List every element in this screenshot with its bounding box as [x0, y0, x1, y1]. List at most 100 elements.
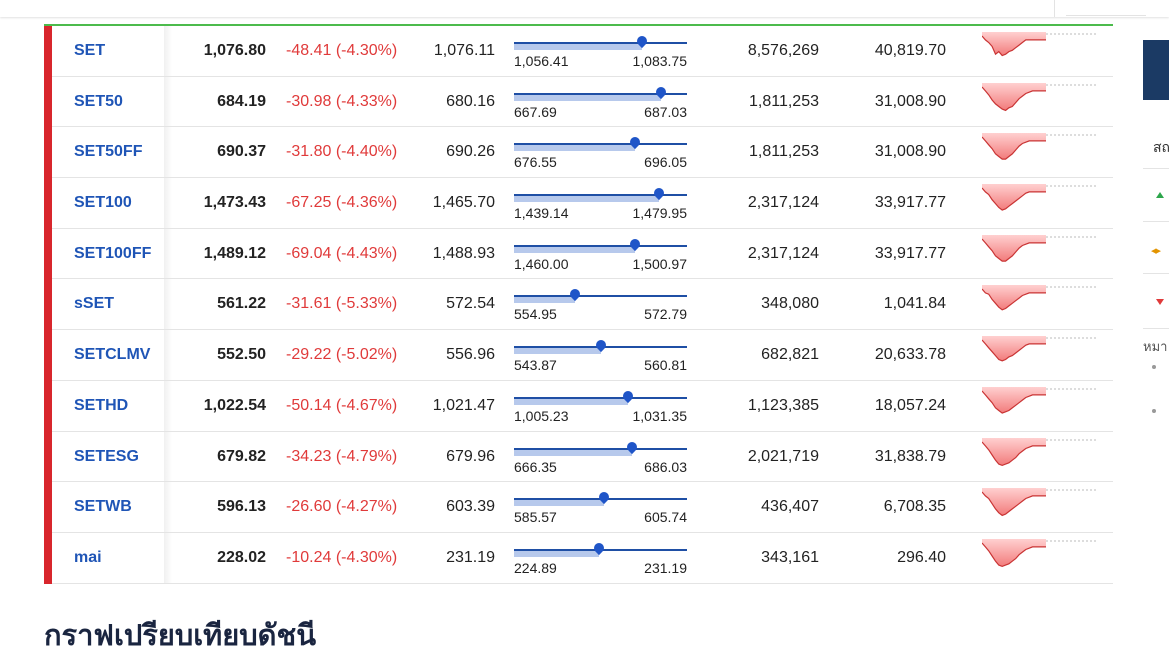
day-range-bar: 666.35 686.03 — [514, 439, 687, 478]
sparkline-line — [982, 136, 1046, 161]
volume: 2,317,124 — [747, 244, 819, 262]
range-fill — [514, 94, 662, 101]
row-accent-bar — [44, 482, 52, 533]
index-name-link[interactable]: SETHD — [74, 396, 129, 414]
sparkline-chart[interactable] — [982, 488, 1096, 522]
sparkline-chart[interactable] — [982, 437, 1096, 472]
day-range-bar: 224.89 231.19 — [514, 540, 687, 579]
sparkline-area — [982, 133, 1046, 160]
day-range-bar: 676.55 696.05 — [514, 135, 687, 173]
day-high: 1,083.75 — [632, 53, 688, 69]
index-name-link[interactable]: SET50 — [74, 92, 123, 110]
day-range-bar: 1,005.23 1,031.35 — [514, 388, 687, 427]
volume: 682,821 — [761, 346, 819, 364]
column-shadow — [164, 330, 172, 380]
sparkline-line — [982, 86, 1046, 111]
row-accent-bar — [44, 380, 52, 432]
side-panel-header[interactable] — [1143, 40, 1169, 100]
column-shadow — [164, 228, 172, 279]
sparkline-chart[interactable] — [982, 234, 1096, 269]
range-fill — [514, 44, 643, 50]
sparkline-chart[interactable] — [982, 336, 1096, 370]
trade-value: 18,057.24 — [874, 396, 946, 414]
day-high: 1,479.95 — [632, 205, 688, 222]
trade-value: 33,917.77 — [874, 244, 946, 262]
column-shadow — [164, 532, 172, 583]
trade-value: 31,008.90 — [874, 143, 946, 161]
day-range-bar: 1,056.41 1,083.75 — [514, 33, 688, 72]
sparkline-line — [982, 390, 1046, 414]
section-heading: กราฟเปรียบเทียบดัชนี — [44, 620, 317, 652]
index-name-link[interactable]: mai — [74, 548, 102, 566]
index-name-link[interactable]: sSET — [74, 295, 115, 313]
index-name-link[interactable]: SETESG — [74, 447, 139, 465]
day-low: 224.89 — [514, 559, 557, 576]
up-arrow-icon[interactable] — [1156, 192, 1164, 198]
sparkline-chart[interactable] — [982, 82, 1096, 117]
table-row[interactable]: SET50FF 690.37 -31.80 (-4.40%) 690.26 676.55… — [44, 127, 1113, 179]
table-row[interactable]: mai 228.02 -10.24 (-4.30%) 231.19 224.89 231.… — [44, 532, 1113, 584]
index-name-link[interactable]: SETCLMV — [74, 346, 151, 364]
table-row[interactable]: SET100 1,473.43 -67.25 (-4.36%) 1,465.70 1,4… — [44, 178, 1113, 229]
unchanged-arrows-icon[interactable]: ◂▸ — [1151, 245, 1161, 257]
day-high: 572.79 — [644, 306, 687, 323]
index-name-link[interactable]: SET100 — [74, 194, 132, 212]
table-row[interactable]: SETWB 596.13 -26.60 (-4.27%) 603.39 585.57 60… — [44, 482, 1113, 533]
change-value: -31.61 (-5.33%) — [286, 295, 398, 313]
row-accent-bar — [44, 228, 52, 280]
volume: 1,811,253 — [749, 143, 819, 161]
index-table: SET 1,076.80 -48.41 (-4.30%) 1,076.11 1,056.… — [44, 24, 1113, 584]
trade-value: 31,838.79 — [874, 447, 946, 465]
day-high: 696.05 — [644, 154, 687, 171]
range-fill — [514, 449, 632, 456]
table-row[interactable]: SETESG 679.82 -34.23 (-4.79%) 679.96 666.35 6… — [44, 431, 1113, 483]
prior-close: 690.26 — [446, 143, 495, 161]
sparkline-chart[interactable] — [982, 386, 1096, 421]
table-row[interactable]: SET 1,076.80 -48.41 (-4.30%) 1,076.11 1,056.… — [44, 26, 1113, 77]
volume: 8,576,269 — [747, 42, 819, 59]
index-name-link[interactable]: SET100FF — [74, 244, 152, 262]
sparkline-chart[interactable] — [982, 32, 1096, 66]
prior-close: 603.39 — [446, 498, 495, 516]
divider — [1143, 168, 1169, 169]
row-accent-bar — [44, 431, 52, 483]
change-value: -67.25 (-4.36%) — [286, 194, 398, 212]
sparkline-line — [982, 491, 1046, 517]
row-accent-bar — [44, 127, 52, 179]
table-row[interactable]: SET50 684.19 -30.98 (-4.33%) 680.16 667.69 68… — [44, 76, 1113, 128]
prior-close: 556.96 — [446, 346, 495, 364]
sparkline-line — [982, 542, 1046, 567]
column-shadow — [164, 279, 172, 330]
trade-value: 1,041.84 — [883, 295, 946, 313]
header-divider — [1054, 0, 1055, 17]
sparkline-area — [982, 538, 1046, 567]
day-range-bar: 1,439.14 1,479.95 — [514, 185, 688, 224]
table-row[interactable]: SETHD 1,022.54 -50.14 (-4.67%) 1,021.47 1,00… — [44, 380, 1113, 432]
sparkline-chart[interactable] — [982, 184, 1096, 218]
column-shadow — [164, 127, 172, 178]
change-value: -29.22 (-5.02%) — [286, 346, 398, 364]
range-line — [514, 194, 687, 197]
header-underline — [1066, 15, 1146, 16]
day-low: 666.35 — [514, 458, 557, 475]
range-fill — [514, 246, 636, 253]
index-name-link[interactable]: SETWB — [74, 498, 132, 516]
bullet-icon — [1152, 365, 1156, 369]
sparkline-area — [982, 386, 1046, 413]
column-shadow — [164, 431, 172, 482]
index-name-link[interactable]: SET — [74, 42, 106, 59]
sparkline-chart[interactable] — [982, 285, 1096, 319]
down-arrow-icon[interactable] — [1156, 299, 1164, 305]
table-row[interactable]: SET100FF 1,489.12 -69.04 (-4.43%) 1,488.93 1… — [44, 228, 1113, 280]
sparkline-chart[interactable] — [982, 538, 1096, 573]
day-high: 560.81 — [644, 357, 687, 374]
sparkline-chart[interactable] — [982, 133, 1096, 167]
day-range-bar: 1,460.00 1,500.97 — [514, 236, 687, 275]
volume: 343,161 — [761, 548, 819, 566]
day-range-bar: 585.57 605.74 — [514, 490, 687, 528]
row-accent-bar — [44, 26, 52, 77]
table-row[interactable]: SETCLMV 552.50 -29.22 (-5.02%) 556.96 543.87… — [44, 330, 1113, 381]
index-name-link[interactable]: SET50FF — [74, 143, 143, 161]
day-low: 1,439.14 — [514, 205, 569, 222]
table-row[interactable]: sSET 561.22 -31.61 (-5.33%) 572.54 554.95 572… — [44, 279, 1113, 331]
